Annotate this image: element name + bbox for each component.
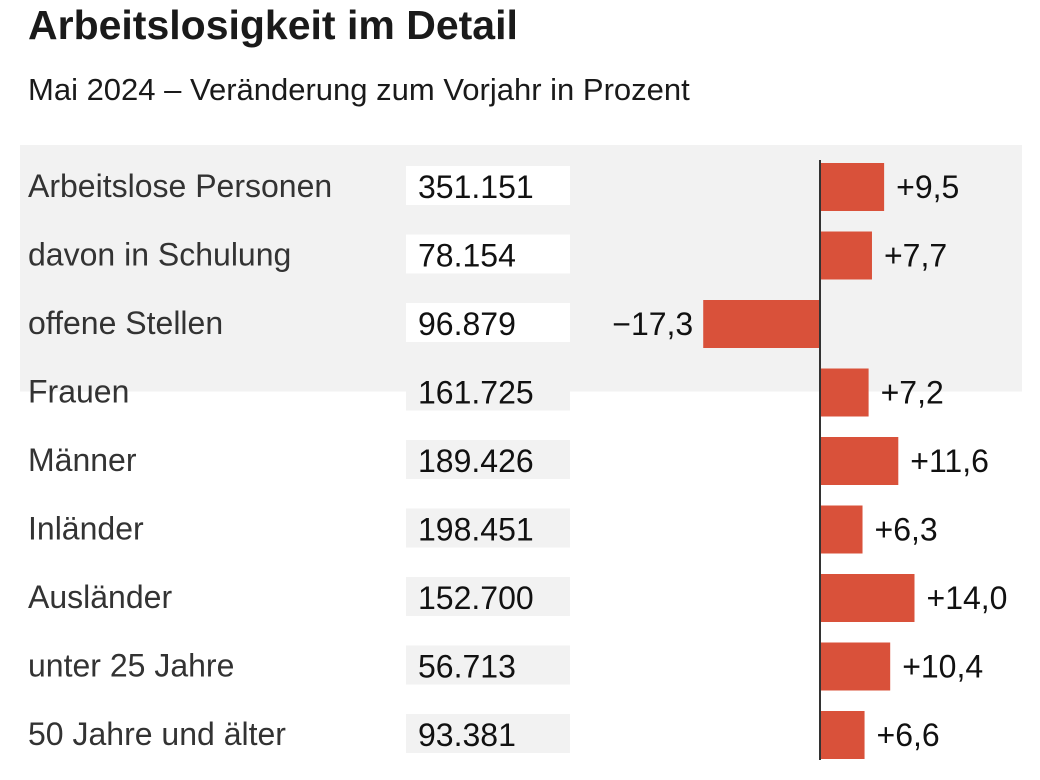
value-box [406,371,570,411]
bar [820,642,891,691]
absolute-value: 198.451 [418,512,534,548]
value-box [406,714,570,753]
absolute-value: 93.381 [418,717,516,753]
category-label: Männer [28,442,137,478]
chart-subtitle: Mai 2024 – Veränderung zum Vorjahr in Pr… [28,72,690,107]
absolute-value: 56.713 [418,649,516,685]
category-label: Ausländer [28,579,172,615]
category-label: 50 Jahre und älter [28,716,286,752]
category-label: Arbeitslose Personen [28,168,332,204]
value-box [406,645,570,685]
value-box [406,166,570,205]
bar [703,300,820,348]
value-box [406,303,570,342]
bar [820,437,899,485]
category-label: davon in Schulung [28,237,291,273]
data-label: −17,3 [612,306,693,342]
bar [820,574,915,622]
value-box [406,577,570,616]
category-label: unter 25 Jahre [28,648,234,684]
bar [820,231,872,280]
category-label: offene Stellen [28,305,223,341]
absolute-value: 161.725 [418,375,534,411]
data-label: +7,2 [881,375,944,411]
bar [820,368,869,417]
bar [820,163,885,211]
category-label: Frauen [28,374,129,410]
category-label: Inländer [28,511,144,547]
data-label: +10,4 [902,649,983,685]
data-label: +6,6 [877,717,940,753]
absolute-value: 152.700 [418,580,534,616]
data-label: +6,3 [875,512,938,548]
value-box [406,440,570,479]
chart-title: Arbeitslosigkeit im Detail [28,2,518,48]
data-label: +9,5 [896,169,959,205]
bar [820,505,863,554]
absolute-value: 351.151 [418,169,534,205]
data-label: +14,0 [927,580,1008,616]
bar [820,711,865,759]
value-box [406,508,570,548]
data-label: +7,7 [884,238,947,274]
absolute-value: 189.426 [418,443,534,479]
data-label: +11,6 [910,443,989,479]
value-box [406,234,570,274]
absolute-value: 78.154 [418,238,516,274]
absolute-value: 96.879 [418,306,516,342]
